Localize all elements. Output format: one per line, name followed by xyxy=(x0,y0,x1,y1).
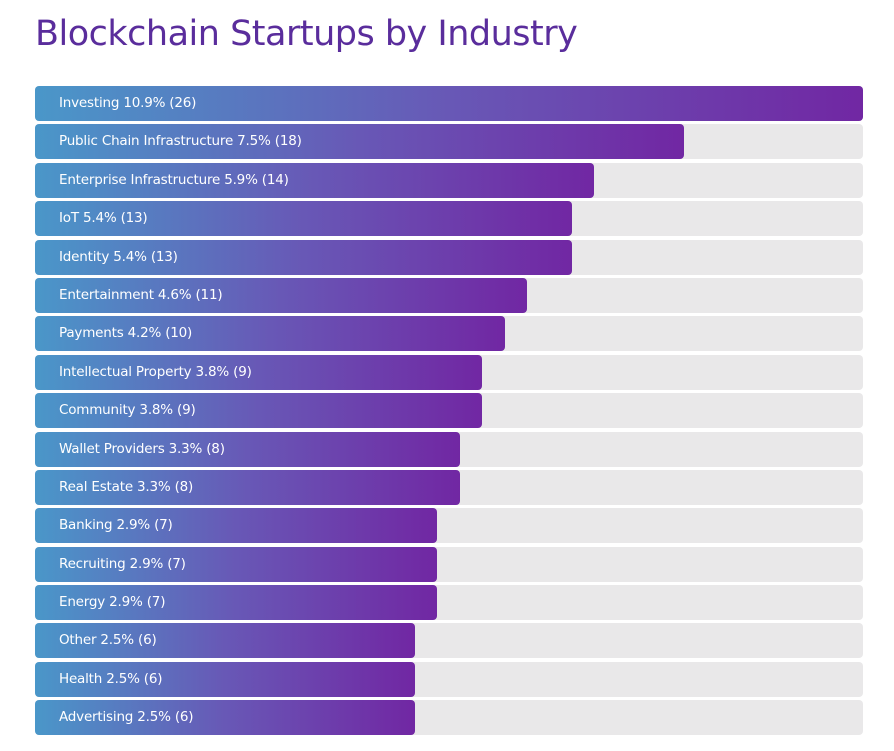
bar-public-chain-infrastructure xyxy=(35,124,684,160)
bar-label: Community 3.8% (9) xyxy=(59,402,196,419)
bar-track: Identity 5.4% (13) xyxy=(35,239,863,275)
bar-label: IoT 5.4% (13) xyxy=(59,210,148,227)
bar-label: Advertising 2.5% (6) xyxy=(59,709,194,726)
bar-enterprise-infrastructure xyxy=(35,162,594,198)
bar-banking xyxy=(35,508,437,544)
bar-track: Health 2.5% (6) xyxy=(35,661,863,697)
bar-health xyxy=(35,661,415,697)
bar-track: Energy 2.9% (7) xyxy=(35,585,863,621)
bar-advertising xyxy=(35,700,415,736)
bar-chart: Investing 10.9% (26) Public Chain Infrast… xyxy=(35,86,863,739)
bar-label: Wallet Providers 3.3% (8) xyxy=(59,440,225,457)
bar-label: Health 2.5% (6) xyxy=(59,670,163,687)
bar-label: Payments 4.2% (10) xyxy=(59,325,193,342)
bar-payments xyxy=(35,316,505,352)
bar-label: Entertainment 4.6% (11) xyxy=(59,286,223,303)
bar-intellectual-property xyxy=(35,354,482,390)
bar-label: Intellectual Property 3.8% (9) xyxy=(59,363,252,380)
chart-title: Blockchain Startups by Industry xyxy=(35,14,578,54)
bar-track: Entertainment 4.6% (11) xyxy=(35,277,863,313)
bar-investing xyxy=(35,86,863,121)
bar-track: Other 2.5% (6) xyxy=(35,623,863,659)
bar-track: Real Estate 3.3% (8) xyxy=(35,469,863,505)
bar-track: Investing 10.9% (26) xyxy=(35,86,863,121)
bar-track: Advertising 2.5% (6) xyxy=(35,700,863,736)
bar-wallet-providers xyxy=(35,431,460,467)
bar-track: Payments 4.2% (10) xyxy=(35,316,863,352)
bar-track: IoT 5.4% (13) xyxy=(35,201,863,237)
bar-label: Banking 2.9% (7) xyxy=(59,517,173,534)
bar-track: Wallet Providers 3.3% (8) xyxy=(35,431,863,467)
bar-track: Community 3.8% (9) xyxy=(35,393,863,429)
bar-label: Identity 5.4% (13) xyxy=(59,248,178,265)
bar-label: Energy 2.9% (7) xyxy=(59,594,166,611)
bar-other xyxy=(35,623,415,659)
bar-track: Banking 2.9% (7) xyxy=(35,508,863,544)
bar-label: Enterprise Infrastructure 5.9% (14) xyxy=(59,171,289,188)
bar-recruiting xyxy=(35,546,437,582)
bar-community xyxy=(35,393,482,429)
bar-track: Intellectual Property 3.8% (9) xyxy=(35,354,863,390)
bar-label: Real Estate 3.3% (8) xyxy=(59,478,194,495)
bar-track: Enterprise Infrastructure 5.9% (14) xyxy=(35,162,863,198)
bar-identity xyxy=(35,239,572,275)
bar-label: Other 2.5% (6) xyxy=(59,632,157,649)
bar-energy xyxy=(35,585,437,621)
bar-label: Public Chain Infrastructure 7.5% (18) xyxy=(59,133,302,150)
bar-entertainment xyxy=(35,277,527,313)
bar-iot xyxy=(35,201,572,237)
bar-real-estate xyxy=(35,469,460,505)
bar-label: Investing 10.9% (26) xyxy=(59,95,197,111)
bar-track: Public Chain Infrastructure 7.5% (18) xyxy=(35,124,863,160)
bar-label: Recruiting 2.9% (7) xyxy=(59,555,186,572)
bar-track: Recruiting 2.9% (7) xyxy=(35,546,863,582)
